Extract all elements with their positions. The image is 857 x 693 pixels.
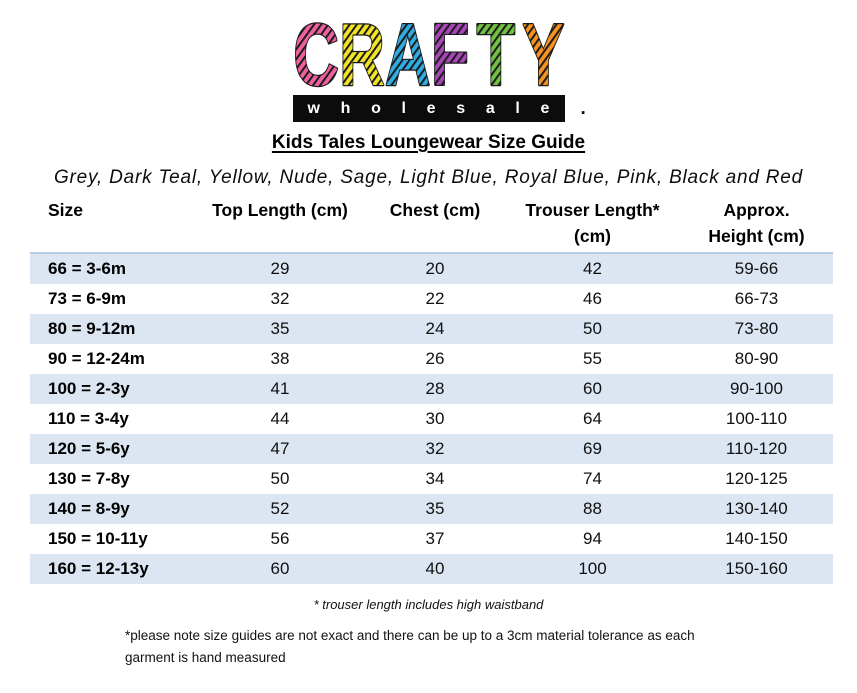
color-options-line: Grey, Dark Teal, Yellow, Nude, Sage, Lig… — [53, 167, 804, 188]
chest-cell: 22 — [425, 289, 445, 308]
wholesale-letter: o — [371, 100, 381, 117]
height-cell: 59-66 — [734, 259, 779, 278]
size-cell: 110 = 3-4y — [48, 409, 129, 428]
trouser-length-cell: 74 — [583, 469, 602, 488]
size-cell: 140 = 8-9y — [48, 499, 130, 518]
size-cell: 130 = 7-8y — [48, 469, 130, 488]
trouser-length-cell: 46 — [583, 289, 602, 308]
size-guide-table: Size Top Length (cm) Chest (cm) Trouser Len… — [30, 195, 833, 584]
top-length-cell: 29 — [270, 259, 290, 278]
crafty-logo: CRAFTY w h o l e s a l e . — [0, 0, 857, 122]
trouser-length-cell: 64 — [583, 409, 602, 428]
table-row: 73 = 6-9m 32 22 46 66-73 — [30, 284, 833, 314]
height-cell: 110-120 — [725, 439, 788, 458]
chest-cell: 20 — [425, 259, 445, 278]
col-header-height: Approx. Height (cm) — [680, 195, 833, 254]
trouser-length-cell: 94 — [583, 529, 602, 548]
wholesale-letter: h — [340, 100, 351, 117]
logo-letter: A — [384, 18, 430, 94]
crafty-wordmark: CRAFTY — [292, 18, 565, 94]
logo-period: . — [580, 98, 586, 119]
col-header-size: Size — [30, 195, 195, 254]
trouser-length-cell: 55 — [583, 349, 602, 368]
wholesale-letter: a — [485, 100, 495, 117]
size-cell: 150 = 10-11y — [48, 529, 148, 548]
chest-cell: 40 — [425, 559, 445, 578]
tolerance-footnote: *please note size guides are not exact a… — [125, 628, 695, 665]
size-cell: 73 = 6-9m — [48, 289, 126, 308]
table-row: 100 = 2-3y 41 28 60 90-100 — [30, 374, 833, 404]
chest-cell: 24 — [425, 319, 445, 338]
logo-letter: F — [430, 18, 469, 94]
top-length-cell: 41 — [270, 379, 290, 398]
chest-cell: 26 — [425, 349, 445, 368]
table-row: 110 = 3-4y 44 30 64 100-110 — [30, 404, 833, 434]
size-cell: 160 = 12-13y — [48, 559, 149, 578]
size-table-body: 66 = 3-6m 29 20 42 59-66 73 = 6-9m 32 22 46 66-73… — [30, 253, 833, 584]
height-cell: 90-100 — [730, 379, 783, 398]
height-cell: 73-80 — [734, 319, 779, 338]
page-title: Kids Tales Loungewear Size Guide — [271, 132, 586, 153]
top-length-cell: 38 — [270, 349, 290, 368]
wholesale-letter: w — [307, 100, 320, 117]
trouser-length-cell: 69 — [583, 439, 602, 458]
trouser-length-cell: 100 — [578, 559, 607, 578]
chest-cell: 30 — [425, 409, 445, 428]
logo-letter: C — [293, 18, 339, 94]
col-header-top-length: Top Length (cm) — [195, 195, 365, 254]
top-length-cell: 52 — [270, 499, 290, 518]
logo-letter: Y — [522, 18, 564, 94]
trouser-footnote: * trouser length includes high waistband — [313, 597, 544, 612]
table-row: 66 = 3-6m 29 20 42 59-66 — [30, 253, 833, 284]
top-length-cell: 47 — [270, 439, 290, 458]
size-cell: 90 = 12-24m — [48, 349, 145, 368]
height-cell: 130-140 — [725, 499, 788, 518]
height-cell: 66-73 — [734, 289, 779, 308]
top-length-cell: 44 — [270, 409, 290, 428]
top-length-cell: 56 — [270, 529, 290, 548]
chest-cell: 37 — [425, 529, 445, 548]
height-cell: 80-90 — [734, 349, 779, 368]
trouser-length-cell: 42 — [583, 259, 602, 278]
chest-cell: 28 — [425, 379, 445, 398]
chest-cell: 32 — [425, 439, 445, 458]
wholesale-letter: e — [426, 100, 436, 117]
height-cell: 150-160 — [725, 559, 788, 578]
size-cell: 120 = 5-6y — [48, 439, 130, 458]
svg-text:CRAFTY: CRAFTY — [293, 18, 564, 94]
table-row: 160 = 12-13y 60 40 100 150-160 — [30, 554, 833, 584]
table-row: 150 = 10-11y 56 37 94 140-150 — [30, 524, 833, 554]
size-cell: 100 = 2-3y — [48, 379, 130, 398]
wholesale-letter: l — [401, 100, 406, 117]
height-cell: 120-125 — [725, 469, 788, 488]
table-row: 140 = 8-9y 52 35 88 130-140 — [30, 494, 833, 524]
trouser-length-cell: 60 — [583, 379, 602, 398]
col-header-trouser-length: Trouser Length* (cm) — [505, 195, 680, 254]
logo-letter: R — [339, 18, 385, 94]
size-cell: 80 = 9-12m — [48, 319, 136, 338]
table-row: 90 = 12-24m 38 26 55 80-90 — [30, 344, 833, 374]
top-length-cell: 50 — [270, 469, 290, 488]
chest-cell: 35 — [425, 499, 445, 518]
logo-letter: T — [476, 18, 515, 94]
col-header-chest: Chest (cm) — [365, 195, 505, 254]
wholesale-letter: e — [540, 100, 550, 117]
table-row: 120 = 5-6y 47 32 69 110-120 — [30, 434, 833, 464]
wholesale-letter: l — [515, 100, 520, 117]
table-header: Size Top Length (cm) Chest (cm) Trouser Len… — [30, 195, 833, 254]
table-row: 80 = 9-12m 35 24 50 73-80 — [30, 314, 833, 344]
size-cell: 66 = 3-6m — [48, 259, 126, 278]
wholesale-letter: s — [456, 100, 466, 117]
table-row: 130 = 7-8y 50 34 74 120-125 — [30, 464, 833, 494]
height-cell: 140-150 — [725, 529, 788, 548]
trouser-length-cell: 50 — [583, 319, 602, 338]
top-length-cell: 60 — [270, 559, 290, 578]
trouser-length-cell: 88 — [583, 499, 602, 518]
top-length-cell: 35 — [270, 319, 290, 338]
chest-cell: 34 — [425, 469, 445, 488]
top-length-cell: 32 — [270, 289, 290, 308]
height-cell: 100-110 — [725, 409, 788, 428]
